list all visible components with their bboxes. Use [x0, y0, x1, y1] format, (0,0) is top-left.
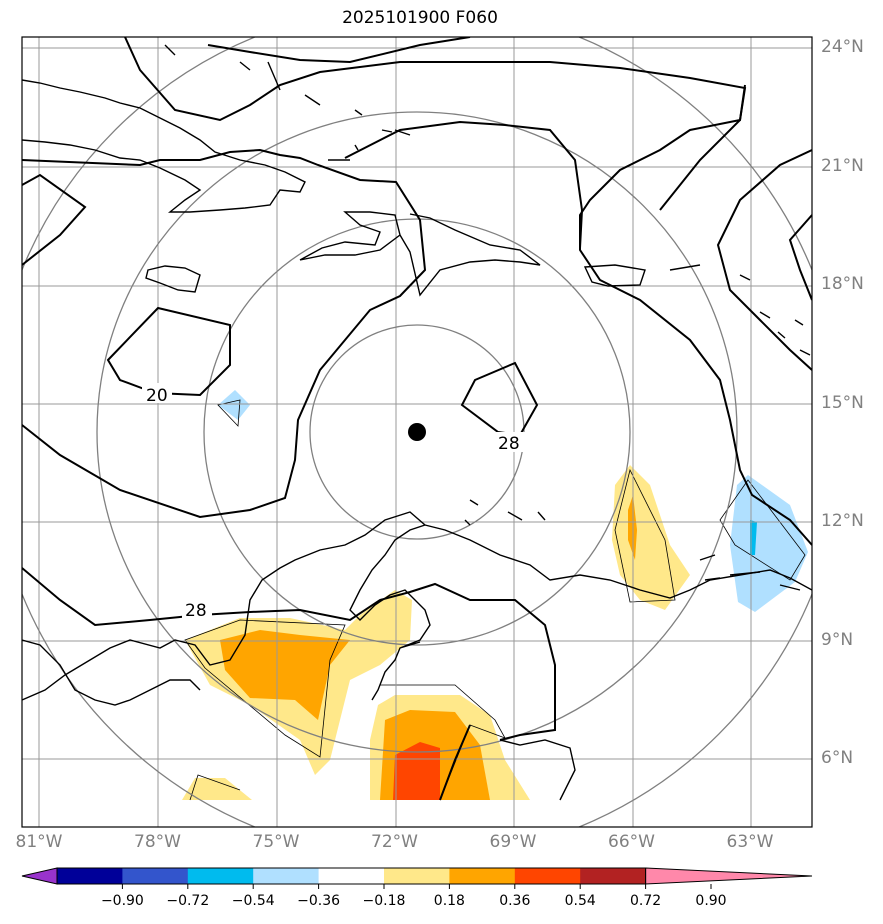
- negative-anomaly-region-west: [218, 390, 250, 420]
- plot-frame: [21, 36, 813, 828]
- longitude-label: 69°W: [489, 832, 537, 852]
- contour-east-inner: [716, 149, 812, 371]
- negative-anomaly-core-east: [750, 520, 757, 555]
- central-america-coast: [22, 639, 201, 706]
- colorbar-extend-max: [645, 867, 813, 885]
- cuba-coast: [22, 79, 306, 213]
- contour-20-west: [22, 173, 87, 266]
- contour-label-bg-1: [142, 383, 172, 403]
- colorbar-tick-label: 0.72: [630, 893, 662, 909]
- outline-far-east: [719, 479, 806, 581]
- longitude-label: 81°W: [15, 832, 63, 852]
- contour-label-bg-2: [496, 432, 526, 452]
- contour-label-bg-3: [182, 600, 212, 620]
- range-ring-2: [203, 218, 631, 646]
- contour-inner-arc: [344, 120, 584, 249]
- longitude-label: 63°W: [726, 832, 774, 852]
- positive-anomaly-core-west: [220, 630, 350, 720]
- colorbar: [21, 867, 813, 889]
- latitude-label: 9°N: [821, 629, 854, 650]
- colorbar-tick-label: −0.54: [231, 893, 275, 909]
- latitude-label: 6°N: [821, 748, 854, 768]
- contour-20-closed: [106, 306, 231, 397]
- outline-west-small: [217, 399, 241, 427]
- contour-20-south: [22, 148, 427, 519]
- latitude-label: 18°N: [821, 274, 864, 294]
- colorbar-tick-label: −0.72: [166, 893, 210, 909]
- colorbar-segment: [384, 868, 450, 884]
- storm-center-marker: [408, 423, 426, 441]
- outline-west: [184, 619, 346, 758]
- contour-28-south: [22, 567, 556, 741]
- jamaica-coast: [145, 265, 201, 293]
- colorbar-extend-min: [21, 867, 58, 885]
- colorbar-tick-label: 0.36: [499, 893, 531, 909]
- range-ring-3: [96, 111, 738, 753]
- positive-anomaly-region-southwest: [182, 778, 252, 800]
- contour-south-diagonal: [439, 724, 471, 801]
- contour-label-28-south: 28: [185, 601, 207, 621]
- colorbar-tick-label: 0.90: [695, 893, 727, 909]
- contour-north-band: [124, 37, 812, 546]
- longitude-label: 72°W: [371, 832, 418, 852]
- colorbar-segment: [122, 868, 189, 884]
- colorbar-tick-label: 0.18: [433, 893, 465, 909]
- coastlines: [22, 44, 812, 801]
- colorbar-segment: [318, 868, 385, 884]
- puerto-rico-coast: [583, 264, 646, 287]
- colorbar-segment: [449, 868, 516, 884]
- latitude-label: 12°N: [821, 511, 864, 531]
- colorbar-tick-label: −0.36: [297, 893, 341, 909]
- range-rings: [22, 37, 812, 827]
- longitude-label: 66°W: [608, 832, 655, 852]
- contour-label-20: 20: [146, 386, 168, 406]
- colorbar-segment: [187, 868, 254, 884]
- longitude-label: 75°W: [252, 832, 300, 852]
- colorbar-outline: [56, 867, 647, 885]
- anomaly-outlines: [184, 399, 806, 801]
- colorbar-tick-label: −0.90: [100, 893, 144, 909]
- contour-north-upper: [207, 37, 471, 64]
- bahamas-islands: [164, 44, 411, 161]
- map-title: 2025101900 F060: [342, 8, 498, 28]
- small-islands: [464, 499, 546, 526]
- contour-east-wedge: [659, 84, 746, 211]
- colorbar-segment: [580, 868, 647, 884]
- colorbar-tick-label: −0.18: [362, 893, 406, 909]
- outline-east: [614, 468, 676, 603]
- longitude-label: 78°W: [134, 832, 181, 852]
- latitude-label: 21°N: [821, 155, 864, 176]
- contour-east-arc: [788, 214, 812, 301]
- colorbar-segment: [253, 868, 320, 884]
- colorbar-segment: [514, 868, 581, 884]
- south-america-coast: [22, 511, 812, 801]
- outline-southwest: [189, 774, 241, 801]
- hispaniola-coast: [299, 211, 541, 297]
- colorbar-segment: [57, 868, 123, 884]
- latitude-label: 15°N: [821, 392, 864, 413]
- positive-anomaly-region-east: [612, 465, 690, 610]
- contour-label-28-east: 28: [498, 434, 520, 454]
- colorbar-tick-label: 0.54: [564, 893, 596, 909]
- latitude-label: 24°N: [821, 37, 864, 57]
- strong-positive-anomaly-core: [393, 742, 440, 800]
- contour-28-closed: [460, 361, 539, 437]
- contour-label-group: 20 28 28: [142, 383, 526, 621]
- contour-lines: [22, 37, 812, 801]
